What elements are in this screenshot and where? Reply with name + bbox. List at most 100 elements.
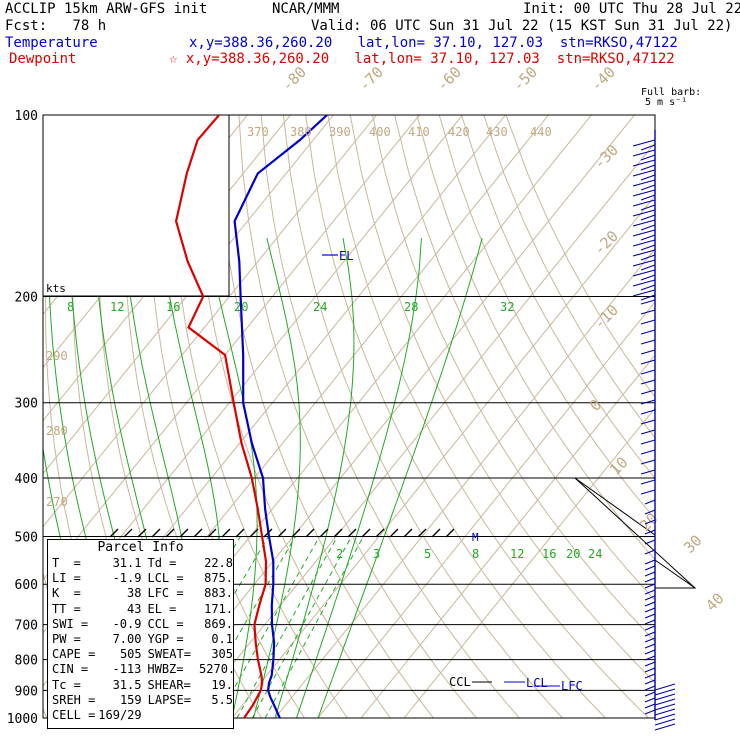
freezing-hatch — [221, 528, 231, 538]
model-title: ACCLIP 15km ARW-GFS init — [5, 1, 208, 17]
parcel-key: EL = — [147, 601, 177, 616]
dry-adiabat-line — [171, 115, 349, 718]
freezing-hatch — [137, 528, 147, 538]
theta-label: 270 — [46, 495, 68, 509]
parcel-key: TT = — [52, 601, 81, 616]
parcel-info-row: K = 38 LFC = 883. — [48, 586, 233, 601]
mixing-ratio-line — [264, 536, 364, 718]
wind-barb — [640, 349, 656, 355]
isotherm-line — [317, 301, 655, 718]
dry-adiabat-line — [238, 115, 478, 718]
wind-barb — [644, 509, 656, 515]
mixing-ratio-label: 32 — [500, 300, 514, 314]
freezing-hatch — [389, 528, 399, 538]
mixing-ratio-line — [236, 536, 338, 718]
wind-barb — [644, 697, 656, 703]
freezing-hatch — [431, 528, 441, 538]
wind-barb — [644, 519, 656, 525]
freezing-hatch — [291, 528, 301, 538]
theta-label: 380 — [290, 125, 312, 139]
wind-barb — [632, 139, 656, 147]
theta-label: 400 — [369, 125, 391, 139]
wind-barb — [644, 619, 656, 625]
wind-barb — [640, 309, 656, 315]
wind-barb — [640, 389, 656, 395]
wind-barb — [632, 179, 656, 187]
dry-adiabat-line — [372, 115, 655, 643]
dry-adiabat-line — [349, 115, 655, 684]
parcel-info-row: PW = 7.00 YGP = 0.1 — [48, 632, 233, 647]
wind-barb — [644, 595, 656, 601]
parcel-value: 31.5 — [112, 677, 142, 692]
mixing-ratio-label: 5 — [424, 547, 431, 561]
freezing-hatch — [319, 528, 329, 538]
isotherm-line — [43, 115, 421, 581]
theta-label: 440 — [530, 125, 552, 139]
wind-barb — [640, 339, 656, 345]
parcel-value: 305 — [211, 647, 233, 662]
parcel-value: 19. — [211, 677, 233, 692]
dewpoint-location: ☆ x,y=388.36,260.20 lat,lon= 37.10, 127.… — [169, 51, 675, 67]
ccl-label: CCL — [449, 675, 471, 689]
wind-barb — [640, 449, 656, 455]
theta-label: 420 — [448, 125, 470, 139]
wind-barb — [632, 239, 656, 247]
freezing-hatch — [179, 528, 189, 538]
wind-barb — [644, 607, 656, 613]
dry-adiabat-line — [394, 115, 655, 602]
wind-barb — [632, 169, 656, 177]
lfc-label: LFC — [561, 679, 583, 693]
theta-label: 280 — [46, 424, 68, 438]
parcel-key: YGP = — [147, 632, 184, 647]
parcel-value: 7.00 — [112, 632, 142, 647]
org-label: NCAR/MMM — [272, 1, 340, 17]
wind-barb — [644, 565, 656, 571]
parcel-key: Tc = — [52, 677, 81, 692]
wind-barb — [644, 589, 656, 595]
wind-barb — [632, 159, 656, 167]
wind-barb — [654, 708, 676, 716]
wind-barb — [632, 189, 656, 197]
parcel-key: LFC = — [147, 586, 184, 601]
parcel-value: 875. — [204, 571, 233, 586]
parcel-info-box: Parcel Info T = 31.1 Td = 22.8 LI = -1.9 LCL =… — [47, 539, 236, 729]
temperature-location: x,y=388.36,260.20 lat,lon= 37.10, 127.03… — [189, 35, 678, 51]
wind-barb — [640, 164, 656, 171]
wind-barb — [632, 149, 656, 157]
parcel-value: 883. — [204, 586, 233, 601]
pressure-tick-label: 200 — [15, 291, 38, 306]
freezing-hatch — [305, 528, 315, 538]
dewpoint-curve — [174, 115, 268, 718]
freezing-hatch — [445, 528, 455, 538]
mixing-ratio-line — [161, 536, 269, 718]
wind-barb — [654, 718, 676, 726]
parcel-value: 5270. — [199, 662, 236, 677]
parcel-key — [142, 708, 200, 723]
temperature-legend: Temperature — [5, 35, 98, 51]
wind-barb — [640, 409, 656, 415]
parcel-key: CIN = — [52, 662, 89, 677]
dry-adiabat-line — [505, 115, 655, 398]
freezing-hatch — [123, 528, 133, 538]
mixing-ratio-label: 12 — [510, 547, 524, 561]
freezing-hatch — [165, 528, 175, 538]
wind-barb — [644, 539, 656, 545]
wind-barb — [640, 479, 656, 485]
freezing-hatch — [361, 528, 371, 538]
wind-barb — [654, 698, 676, 706]
wind-barb — [632, 199, 656, 207]
parcel-key: CAPE = — [52, 647, 96, 662]
wind-barb — [640, 299, 656, 305]
wind-barb — [640, 224, 656, 231]
isotherm-line — [360, 354, 655, 718]
wind-barb — [632, 279, 656, 287]
isotherm-line — [188, 141, 655, 718]
isotherm-label: -60 — [433, 63, 465, 95]
wind-barb — [644, 549, 656, 555]
isotherm-label: -40 — [587, 63, 619, 95]
m-label: M — [472, 531, 479, 544]
parcel-value: -0.9 — [112, 616, 142, 631]
mixing-ratio-label: 24 — [588, 547, 602, 561]
freezing-hatch — [277, 528, 287, 538]
wind-barb — [644, 631, 656, 637]
